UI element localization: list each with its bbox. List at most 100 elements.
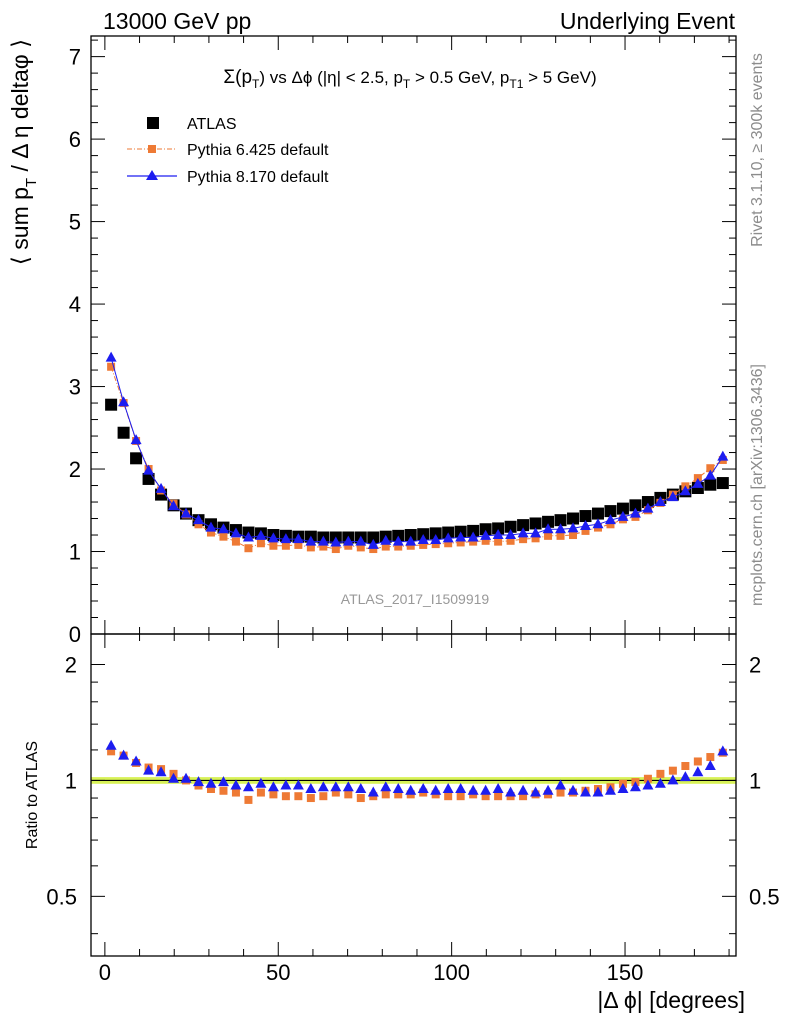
ratio-pythia8-point [542,784,554,795]
mcplots-label: mcplots.cern.ch [arXiv:1306.3436] [749,364,766,606]
ratio-pythia6-point [331,788,340,797]
ratio-pythia8-point [617,782,629,793]
pythia8-point [580,519,591,530]
ratio-pythia6-point [219,786,228,795]
legend-label-pythia8: Pythia 8.170 default [187,169,329,186]
ratio-pythia6-point [456,792,465,801]
atlas-point [492,522,505,535]
ratio-y-tick-label: 0.5 [46,884,77,909]
ratio-pythia6-point [269,790,278,799]
main-y-tick-label: 7 [69,45,81,70]
pythia6-point [456,538,465,547]
analysis-label: ATLAS_2017_I1509919 [341,591,490,607]
pythia6-point [244,544,253,553]
ratio-pythia8-point [342,781,354,792]
pythia6-point [331,545,340,554]
ratio-pythia6-point [206,784,215,793]
ratio-pythia8-point [205,777,217,788]
pythia8-point [442,532,454,543]
ratio-pythia6-point [706,753,715,762]
pythia8-point [392,535,404,546]
atlas-point [529,517,542,530]
main-y-tick-label: 5 [69,210,81,235]
atlas-point [542,515,555,528]
pythia8-point [530,527,542,538]
pythia8-point [604,514,616,525]
pythia8-point [118,396,130,407]
ratio-pythia8-point [517,784,529,795]
atlas-point [629,499,642,512]
ratio-pythia8-point [143,764,155,775]
pythia6-point [381,542,390,551]
ratio-pythia6-point [344,790,353,799]
ratio-pythia6-point [244,795,253,804]
ratio-pythia8-point [305,782,317,793]
rivet-label: Rivet 3.1.10, ≥ 300k events [749,53,766,247]
pythia6-point [306,543,315,552]
atlas-point [367,531,380,544]
pythia8-point [267,532,279,543]
legend-marker-pythia8 [146,170,158,180]
pythia6-point [431,540,440,549]
main-y-tick-label: 1 [69,540,81,565]
ratio-pythia8-point [292,779,304,790]
pythia8-point [654,496,666,507]
ratio-y-tick-label: 1 [65,768,77,793]
atlas-point [404,529,417,542]
pythia8-point [330,536,342,547]
main-y-axis-label: ⟨ sum pT / Δ η deltaφ ⟩ [7,39,40,265]
atlas-point [117,426,130,439]
ratio-pythia8-point [654,777,666,788]
ratio-pythia8-point [480,784,492,795]
pythia6-point [544,531,553,540]
main-y-tick-label: 2 [69,457,81,482]
pythia8-point [292,533,304,544]
pythia8-point [717,450,729,461]
pythia6-point [569,531,578,540]
ratio-pythia6-point [494,792,503,801]
ratio-pythia8-point [367,786,379,797]
pythia8-point [143,464,155,475]
ratio-pythia8-point [392,782,404,793]
ratio-pythia8-point [405,784,417,795]
legend-label-atlas: ATLAS [187,116,237,133]
pythia6-point [107,362,116,371]
ratio-pythia6-point [381,790,390,799]
pythia6-point [494,537,503,546]
pythia8-point [405,535,417,546]
x-tick-label: 100 [433,960,470,985]
pythia8-point [455,531,467,542]
ratio-pythia8-point [255,777,267,788]
pythia6-point [469,537,478,546]
main-y-tick-label: 0 [69,622,81,647]
pythia8-point [130,434,142,445]
pythia8-point [430,533,442,544]
ratio-pythia8-point [330,781,342,792]
pythia6-point [406,541,415,550]
ratio-pythia8-point [667,774,679,785]
pythia8-point [642,502,654,513]
pythia6-point [481,536,490,545]
ratio-pythia6-point [444,792,453,801]
pythia6-point [294,540,303,549]
ratio-pythia6-point [668,766,677,775]
ratio-y-axis-label: Ratio to ATLAS [24,741,41,849]
ratio-pythia8-point [242,781,254,792]
ratio-pythia6-point [256,788,265,797]
atlas-point [467,524,480,537]
pythia8-point [367,538,379,549]
ratio-pythia6-point [656,769,665,778]
ratio-pythia6-point [107,747,116,756]
ratio-y-tick-label-right: 1 [749,768,761,793]
atlas-point [142,472,155,485]
ratio-pythia8-point [492,782,504,793]
ratio-pythia8-point [267,781,279,792]
pythia8-point [317,535,329,546]
legend-label-pythia6: Pythia 6.425 default [187,142,329,159]
pythia6-point [606,520,615,529]
x-axis-label: |Δ ϕ| [degrees] [597,987,745,1013]
ratio-pythia8-point [692,766,704,777]
ratio-y-tick-label: 2 [65,652,77,677]
plot-title: Σ(pT) vs Δϕ (|η| < 2.5, pT > 0.5 GeV, pT… [223,67,596,91]
atlas-point [704,478,717,491]
